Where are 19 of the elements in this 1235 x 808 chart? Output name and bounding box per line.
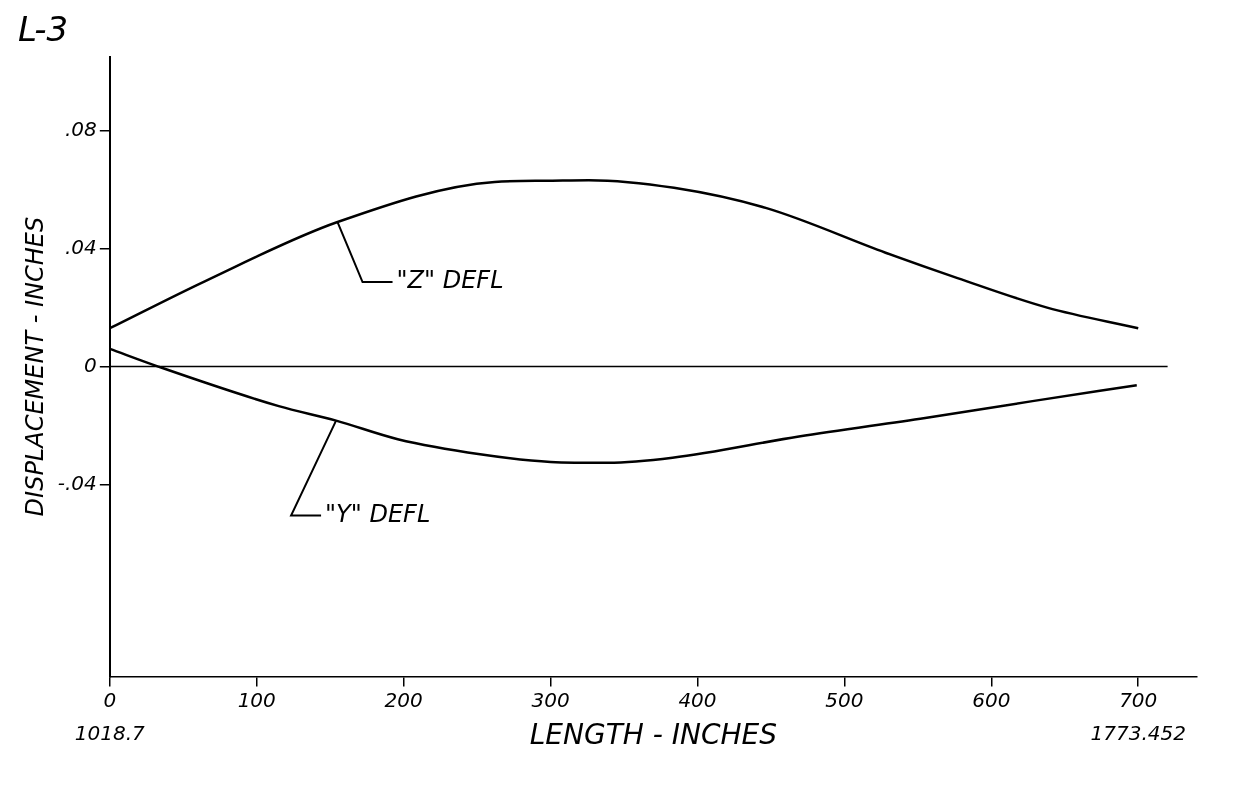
x-tick-label: 400 <box>678 687 717 712</box>
y-tick-label: .08 <box>65 116 97 141</box>
x-tick-label: 0 <box>103 687 117 712</box>
chart-title: L-3 <box>18 9 69 50</box>
x-tick-label: 200 <box>384 687 423 712</box>
text: "Y" DEFL <box>325 499 431 528</box>
y-axis-title: DISPLACEMENT - INCHES <box>20 216 49 517</box>
text: "Z" DEFL <box>396 266 504 295</box>
x-tick-label: 500 <box>825 687 864 712</box>
x-tick-label: 100 <box>237 687 276 712</box>
x-axis-title: LENGTH - INCHES <box>529 718 778 752</box>
text: 1773.452 <box>1090 720 1186 745</box>
x-tick-label: 300 <box>531 687 570 712</box>
y-tick-label: -.04 <box>57 470 97 495</box>
x-tick-label: 600 <box>972 687 1011 712</box>
y-tick-label: .04 <box>65 234 97 259</box>
text: 1018.7 <box>74 720 146 745</box>
y-tick-label: 0 <box>84 352 97 377</box>
x-tick-label: 700 <box>1119 687 1158 712</box>
